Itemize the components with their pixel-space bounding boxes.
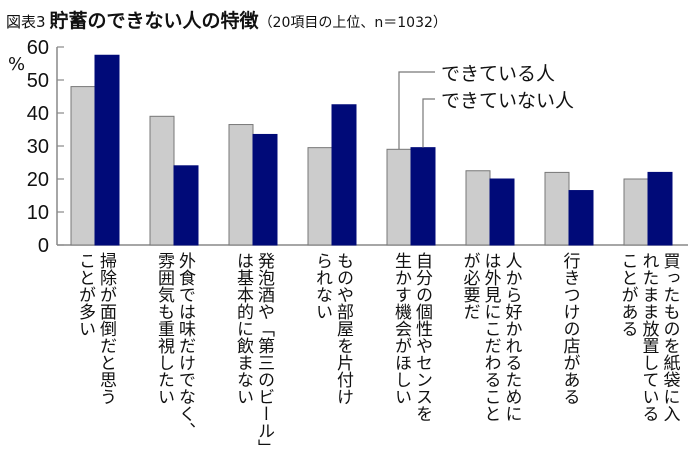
x-tick-label-line: 人から好かれるために <box>501 252 522 422</box>
y-tick-label: 30 <box>27 136 49 158</box>
bar-unable <box>252 133 278 246</box>
bar-able <box>307 147 333 246</box>
x-tick-label-line: ことがある <box>617 252 638 337</box>
y-tick-label: 40 <box>27 103 49 125</box>
x-tick-label-line: 行きつけの店がある <box>559 252 580 405</box>
x-tick-label-line: 自分の個性やセンスを <box>412 252 432 422</box>
y-tick-label: 60 <box>27 37 49 59</box>
x-tick-label-line: れたまま放置している <box>638 252 659 422</box>
x-tick-label: 人から好かれるために は外見にこだわること が必要だ <box>459 252 522 422</box>
x-tick-label: 行きつけの店がある <box>559 252 580 405</box>
title-main: 貯蓄のできない人の特徴 <box>49 10 259 32</box>
y-tick-label: 10 <box>27 202 49 224</box>
x-tick-label-line: は外見にこだわること <box>480 252 501 422</box>
bar-unable <box>568 190 594 246</box>
x-tick-label-line: が必要だ <box>459 252 480 320</box>
figure-label: 図表3 <box>6 13 46 31</box>
x-tick-label: 買ったものを紙袋に入 れたまま放置している ことがある <box>617 252 680 422</box>
chart-title: 図表3 貯蓄のできない人の特徴（20項目の上位、n＝1032） <box>6 6 447 33</box>
x-tick-label-line: られない <box>312 252 332 320</box>
y-axis-unit: % <box>8 54 25 75</box>
x-tick-label-line: 雰囲気も重視したい <box>154 252 174 405</box>
bar-able <box>70 86 96 246</box>
x-tick-label-line: ことが多い <box>75 252 95 337</box>
x-tick-label: 外食では味だけでなく、 雰囲気も重視したい <box>153 252 195 439</box>
x-tick-label-line: は基本的に飲まない <box>233 252 253 405</box>
x-tick-label-line: 発泡酒や「第三のビール」 <box>254 252 274 456</box>
bar-able <box>386 148 412 246</box>
bar-able <box>149 115 175 246</box>
bar-able <box>228 124 254 246</box>
bar-unable <box>410 147 436 246</box>
x-tick-label-line: 外食では味だけでなく、 <box>175 252 195 439</box>
legend-leader-able <box>398 71 435 150</box>
x-tick-label: 発泡酒や「第三のビール」 は基本的に飲まない <box>232 252 274 456</box>
legend-label-unable: できていない人 <box>441 90 574 112</box>
x-tick-label: 自分の個性やセンスを 生かす機会がほしい <box>390 252 432 422</box>
legend-leader-unable <box>422 98 435 148</box>
legend-label-able: できている人 <box>441 63 555 85</box>
bar-unable <box>489 178 515 246</box>
bar-unable <box>173 165 199 246</box>
x-tick-label-line: ものや部屋を片付け <box>333 252 353 405</box>
x-tick-label: 掃除が面倒だと思う ことが多い <box>74 252 116 405</box>
bar-able <box>465 170 491 246</box>
y-tick-label: 20 <box>27 169 49 191</box>
bar-unable <box>331 104 357 246</box>
x-tick-label-line: 生かす機会がほしい <box>391 252 411 405</box>
bar-able <box>623 178 649 246</box>
bar-unable <box>647 171 673 246</box>
title-sub: （20項目の上位、n＝1032） <box>258 15 447 31</box>
x-tick-label-line: 買ったものを紙袋に入 <box>659 252 680 422</box>
x-tick-label: ものや部屋を片付け られない <box>311 252 353 405</box>
y-tick-label: 50 <box>27 70 49 92</box>
x-tick-label-line: 掃除が面倒だと思う <box>96 252 116 405</box>
y-tick-label: 0 <box>38 235 49 257</box>
bar-unable <box>94 54 120 246</box>
bar-able <box>544 171 570 246</box>
